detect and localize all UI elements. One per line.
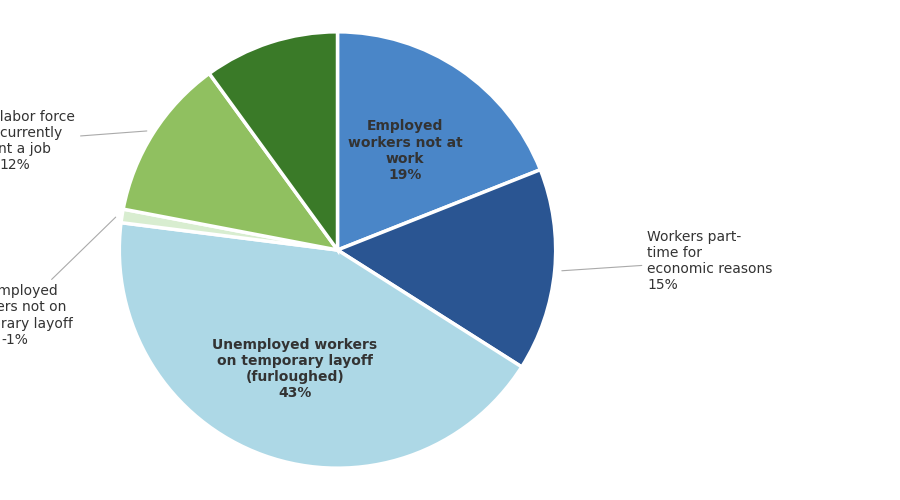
Text: Workers part-
time for
economic reasons
15%: Workers part- time for economic reasons … (562, 230, 773, 292)
Wedge shape (120, 222, 522, 468)
Text: Not in labor force
who currently
want a job
12%: Not in labor force who currently want a … (0, 110, 147, 172)
Text: Unemployed workers
on temporary layoff
(furloughed)
43%: Unemployed workers on temporary layoff (… (212, 338, 377, 400)
Wedge shape (338, 32, 540, 250)
Wedge shape (123, 74, 338, 250)
Text: Unemployed
workers not on
temporary layoff
-1%: Unemployed workers not on temporary layo… (0, 217, 116, 347)
Text: Employed
workers not at
work
19%: Employed workers not at work 19% (347, 120, 463, 182)
Wedge shape (121, 209, 338, 250)
Wedge shape (338, 170, 555, 367)
Wedge shape (210, 32, 338, 250)
